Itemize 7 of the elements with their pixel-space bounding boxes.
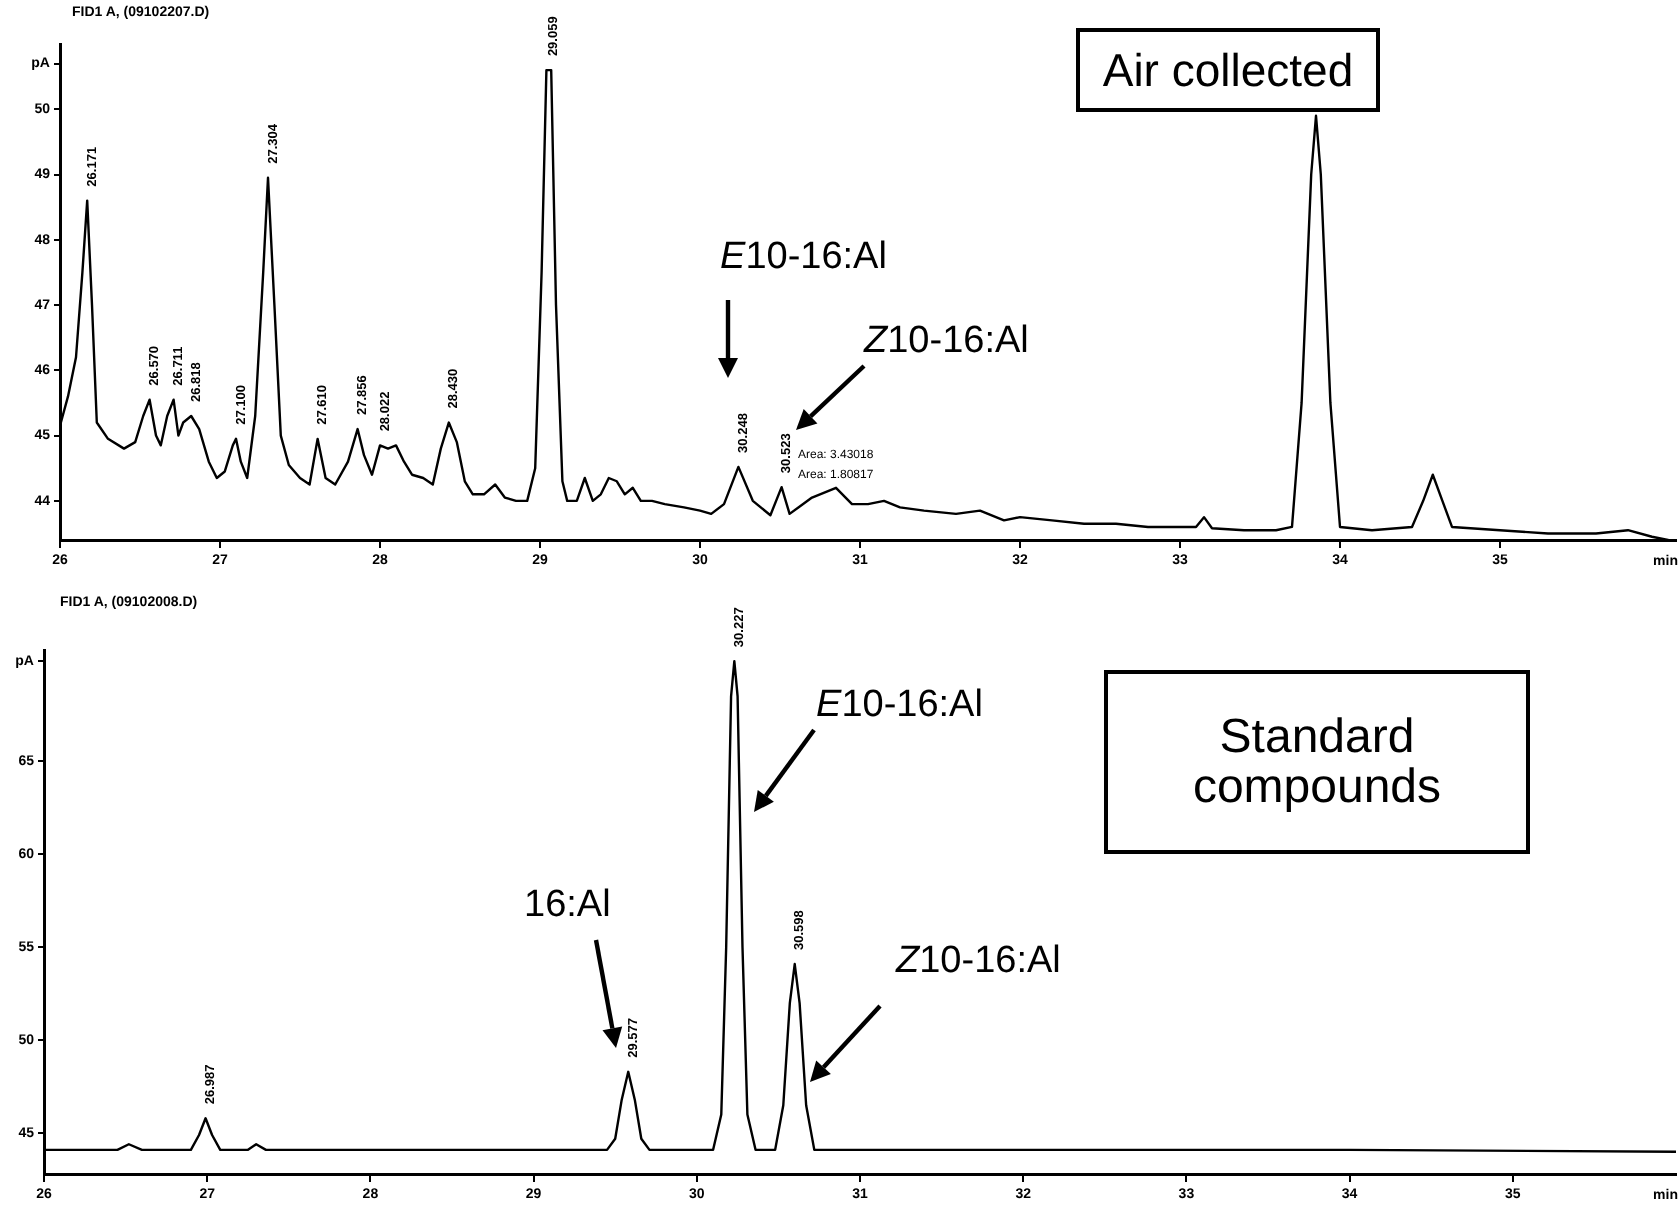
annotation: Z10-16:Al — [896, 940, 1061, 982]
annotation: Standard compounds — [1104, 670, 1530, 854]
annotation: Z10-16:Al — [864, 320, 1029, 362]
annotation: 16:Al — [524, 884, 611, 926]
annotation: E10-16:Al — [816, 684, 983, 726]
annotation: Air collected — [1076, 28, 1380, 112]
annotation: E10-16:Al — [720, 236, 887, 278]
